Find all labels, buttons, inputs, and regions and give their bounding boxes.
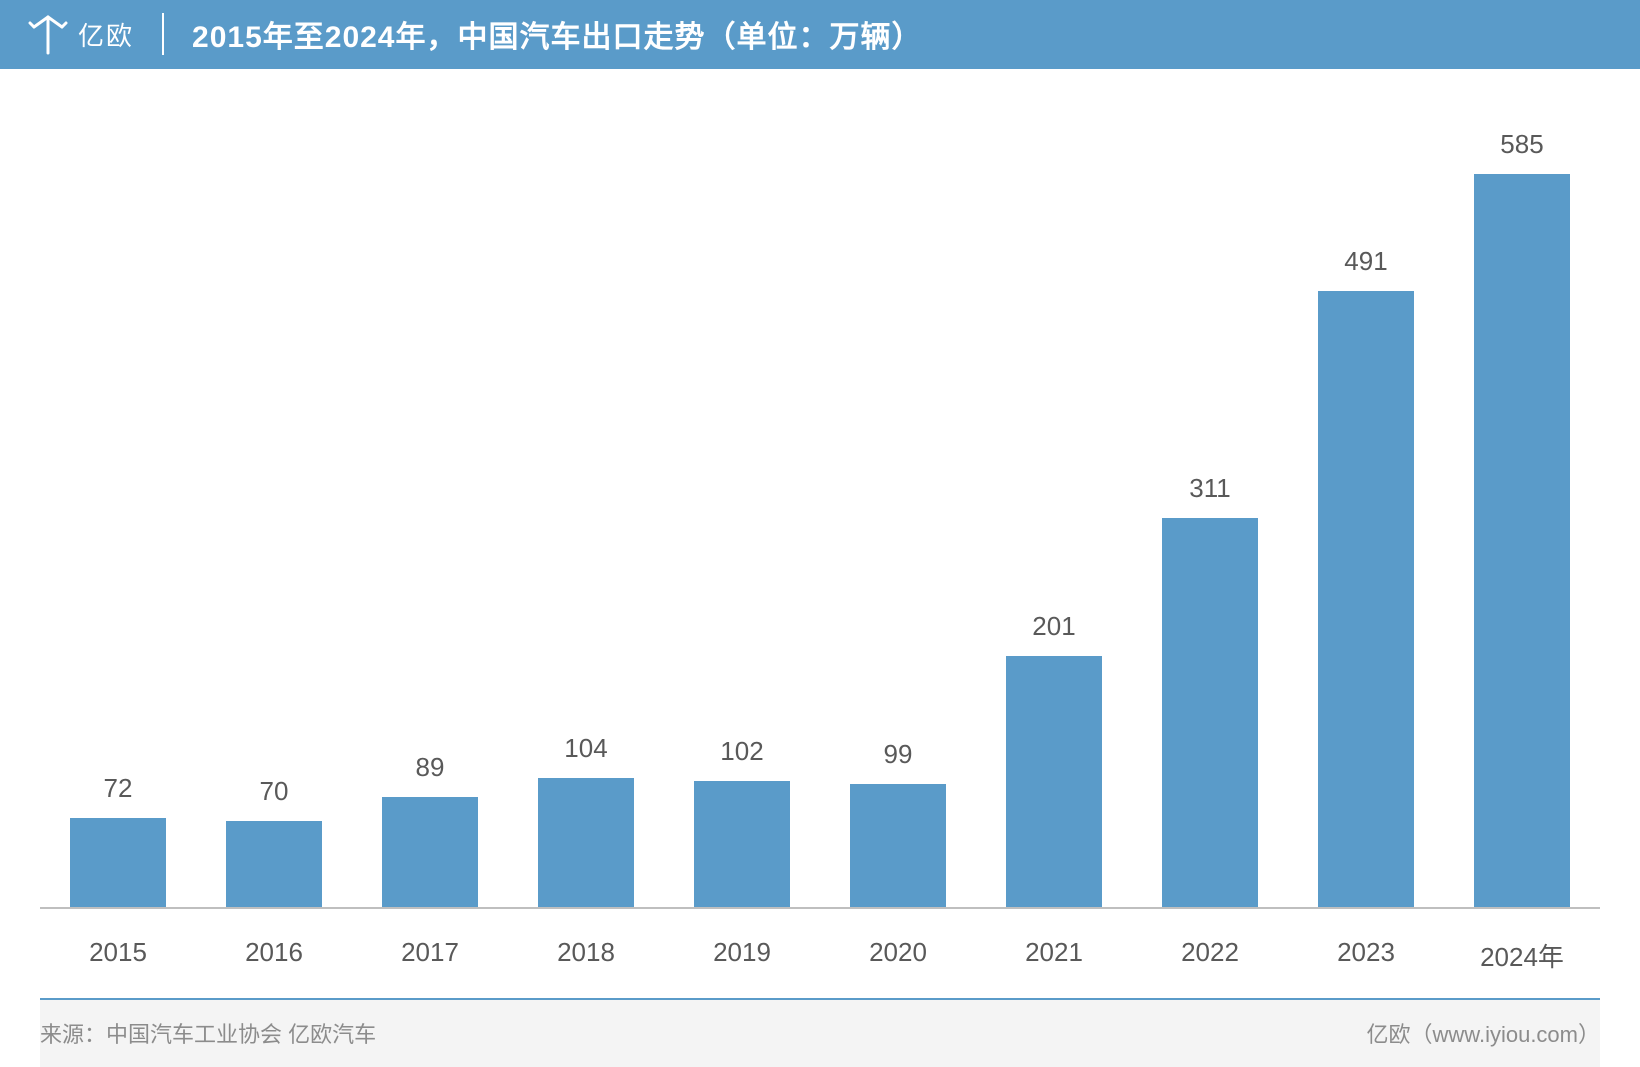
bar-slot: 99: [820, 129, 976, 909]
chart-plot: 72 70 89 104 102 99 201 311 491 585: [40, 129, 1600, 909]
bar-value-label: 201: [1032, 611, 1075, 642]
bar-rect: [70, 818, 166, 909]
bar-value-label: 89: [416, 752, 445, 783]
bar-value-label: 104: [564, 733, 607, 764]
brand-logo-icon: [28, 13, 68, 55]
bar-slot: 72: [40, 129, 196, 909]
bar-value-label: 70: [260, 776, 289, 807]
bars-container: 72 70 89 104 102 99 201 311 491 585: [40, 129, 1600, 909]
bar-rect: [850, 784, 946, 909]
chart-title: 2015年至2024年，中国汽车出口走势（单位：万辆）: [192, 12, 922, 56]
x-axis-label: 2018: [508, 937, 664, 974]
bar-rect: [226, 821, 322, 909]
bar-value-label: 72: [104, 773, 133, 804]
bar-value-label: 99: [884, 739, 913, 770]
x-axis-label: 2024年: [1444, 937, 1600, 974]
x-axis-label: 2017: [352, 937, 508, 974]
x-axis-label: 2021: [976, 937, 1132, 974]
chart-area: 72708910410299201311491585 2015201620172…: [0, 69, 1640, 974]
x-axis-label: 2016: [196, 937, 352, 974]
bar-rect: [382, 797, 478, 909]
bar-rect: [1318, 291, 1414, 909]
x-axis-label: 2020: [820, 937, 976, 974]
bar-slot: 70: [196, 129, 352, 909]
bar-value-label: 311: [1189, 473, 1230, 504]
bar-value-label: 585: [1500, 129, 1543, 160]
bar-rect: [538, 778, 634, 909]
bar-rect: [1162, 518, 1258, 909]
brand-text: 亿欧: [78, 16, 134, 53]
bar-slot: 311: [1132, 129, 1288, 909]
x-axis-label: 2015: [40, 937, 196, 974]
x-axis-label: 2023: [1288, 937, 1444, 974]
footer-bar: 来源：中国汽车工业协会 亿欧汽车 亿欧（www.iyiou.com）: [40, 998, 1600, 1067]
bar-rect: [694, 781, 790, 909]
x-axis-label: 2019: [664, 937, 820, 974]
header-bar: 亿欧 2015年至2024年，中国汽车出口走势（单位：万辆）: [0, 0, 1640, 69]
bar-slot: 491: [1288, 129, 1444, 909]
bar-slot: 201: [976, 129, 1132, 909]
bar-slot: 104: [508, 129, 664, 909]
bar-value-label: 102: [720, 736, 763, 767]
source-text: 来源：中国汽车工业协会 亿欧汽车: [40, 1017, 376, 1049]
x-axis-line: [40, 907, 1600, 909]
header-divider: [162, 13, 164, 55]
bar-rect: [1474, 174, 1570, 909]
credit-text: 亿欧（www.iyiou.com）: [1367, 1017, 1600, 1049]
bar-rect: [1006, 656, 1102, 909]
brand-logo: 亿欧: [28, 13, 134, 55]
x-axis-labels: 2015201620172018201920202021202220232024…: [40, 937, 1600, 974]
bar-slot: 89: [352, 129, 508, 909]
x-axis-label: 2022: [1132, 937, 1288, 974]
bar-value-label: 491: [1344, 246, 1387, 277]
bar-slot: 585: [1444, 129, 1600, 909]
bar-slot: 102: [664, 129, 820, 909]
